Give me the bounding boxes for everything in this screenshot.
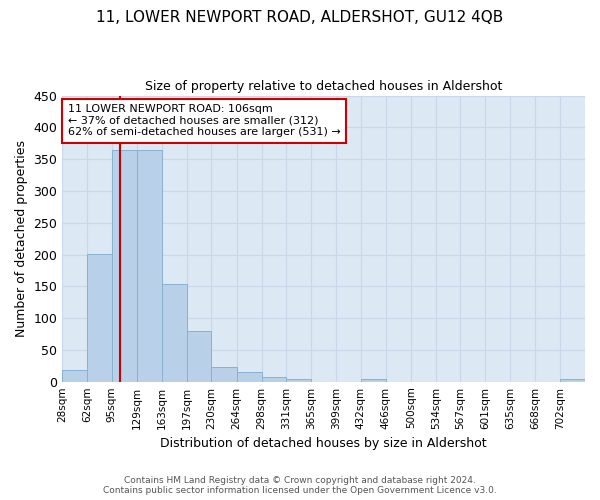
Bar bbox=[211, 367, 236, 382]
Bar bbox=[262, 376, 286, 382]
Title: Size of property relative to detached houses in Aldershot: Size of property relative to detached ho… bbox=[145, 80, 502, 93]
Bar bbox=[187, 332, 211, 382]
Bar bbox=[286, 378, 311, 382]
Bar bbox=[361, 379, 386, 382]
Text: 11 LOWER NEWPORT ROAD: 106sqm
← 37% of detached houses are smaller (312)
62% of : 11 LOWER NEWPORT ROAD: 106sqm ← 37% of d… bbox=[68, 104, 340, 138]
Bar bbox=[62, 370, 88, 382]
Bar bbox=[137, 150, 162, 382]
Text: 11, LOWER NEWPORT ROAD, ALDERSHOT, GU12 4QB: 11, LOWER NEWPORT ROAD, ALDERSHOT, GU12 … bbox=[97, 10, 503, 25]
Bar bbox=[236, 372, 262, 382]
Bar bbox=[112, 150, 137, 382]
Bar bbox=[560, 379, 585, 382]
Text: Contains HM Land Registry data © Crown copyright and database right 2024.
Contai: Contains HM Land Registry data © Crown c… bbox=[103, 476, 497, 495]
X-axis label: Distribution of detached houses by size in Aldershot: Distribution of detached houses by size … bbox=[160, 437, 487, 450]
Bar bbox=[162, 284, 187, 382]
Y-axis label: Number of detached properties: Number of detached properties bbox=[15, 140, 28, 337]
Bar bbox=[88, 254, 112, 382]
